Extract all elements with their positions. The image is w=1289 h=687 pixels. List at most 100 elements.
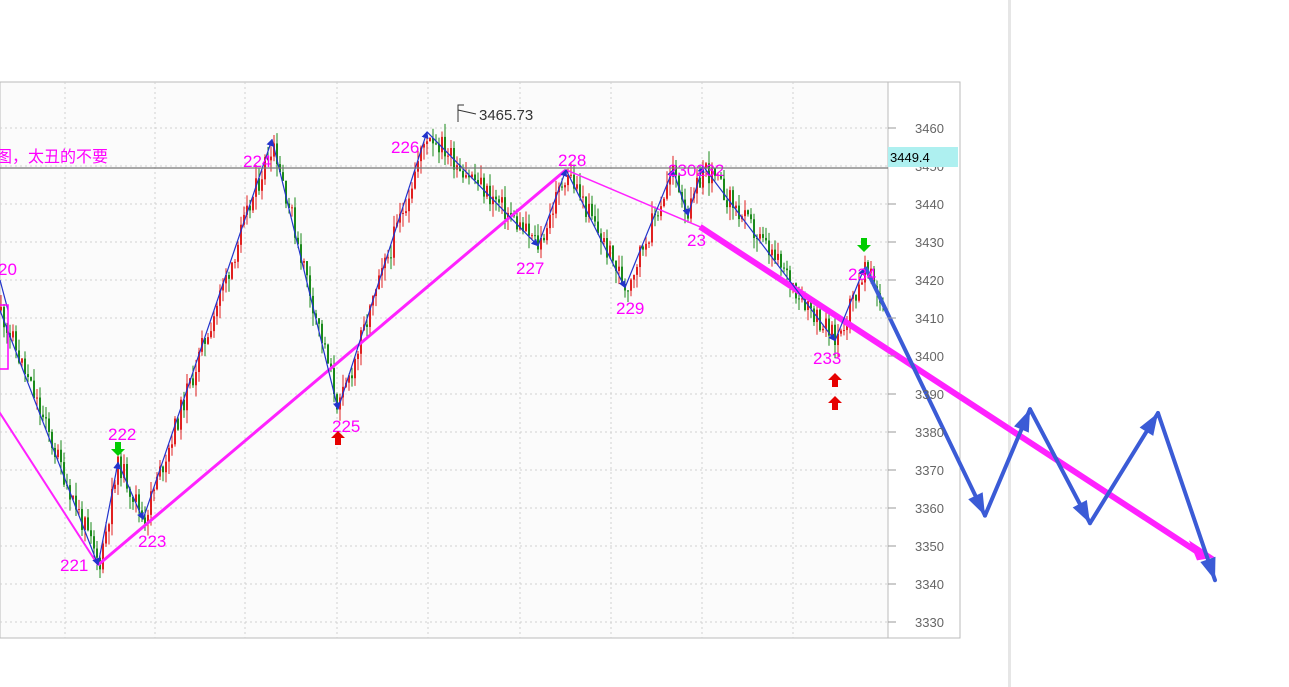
wave-label-234: 234 [848, 265, 876, 284]
axis-tick-label: 3410 [915, 311, 944, 326]
candle-body [96, 548, 98, 558]
candle-body [552, 213, 554, 215]
candle-body [756, 238, 758, 240]
candle-body [663, 198, 665, 207]
candle-body [258, 178, 260, 191]
candle-body [72, 495, 74, 500]
axis-tick-label: 3340 [915, 577, 944, 592]
candle-body [801, 298, 803, 300]
candle-body [276, 143, 278, 165]
candle-body [870, 268, 872, 273]
wave-label-231: 23 [687, 231, 706, 250]
candle-body [738, 205, 740, 220]
candle-body [540, 237, 542, 250]
candle-body [420, 147, 422, 162]
candle-body [630, 279, 632, 291]
candle-body [432, 138, 434, 144]
sell-signal-arrow-icon [111, 442, 125, 456]
candle-body [831, 324, 833, 336]
candle-body [135, 494, 137, 502]
candle-body [138, 494, 140, 511]
wave-label-229: 229 [616, 299, 644, 318]
candle-body [282, 172, 284, 181]
grid [0, 82, 888, 638]
candle-body [525, 223, 527, 232]
candle-body [777, 253, 779, 260]
candle-body [63, 462, 65, 485]
axis-tick-label: 3400 [915, 349, 944, 364]
current-price-tag-bg [888, 147, 958, 167]
candle-body [594, 216, 596, 222]
candle-body [51, 431, 53, 448]
candle-body [825, 318, 827, 329]
candle-body [300, 244, 302, 263]
candle-body [228, 275, 230, 279]
projection-wave [864, 266, 1217, 583]
candle-body [849, 298, 851, 323]
buy-signal-arrow-icon [828, 373, 842, 387]
zigzag-segment [702, 165, 836, 342]
candle-body [714, 167, 716, 176]
candle-body [486, 185, 488, 197]
candle-body [174, 418, 176, 445]
projection-arrow-head [1139, 413, 1158, 436]
candle-body [12, 331, 14, 338]
candle-body [633, 274, 635, 280]
buy-signal-arrow-icon [331, 431, 345, 445]
candle-body [516, 216, 518, 230]
candle-body [324, 343, 326, 345]
candle-body [351, 375, 353, 379]
candle-body [660, 206, 662, 217]
candle-body [3, 306, 5, 328]
chart-note: 图，太丑的不要 [0, 147, 108, 166]
candle-body [183, 399, 185, 411]
candle-body [804, 298, 806, 310]
candle-body [597, 221, 599, 234]
candle-body [579, 184, 581, 198]
candle-body [591, 203, 593, 217]
candle-body [402, 213, 404, 215]
candle-body [21, 358, 23, 363]
candle-body [165, 461, 167, 473]
candle-body [471, 174, 473, 178]
candle-body [747, 210, 749, 215]
candle-body [126, 464, 128, 489]
zigzag-segment [687, 165, 705, 216]
candle-body [561, 186, 563, 188]
candle-body [498, 199, 500, 203]
candle-body [411, 188, 413, 199]
wave-label-225: 225 [332, 417, 360, 436]
candle-body [318, 318, 320, 324]
candle-body [168, 447, 170, 462]
candle-body [267, 157, 269, 161]
candle-body [231, 262, 233, 279]
candle-body [522, 222, 524, 232]
axis-tick-label: 3380 [915, 425, 944, 440]
axis-tick-label: 3460 [915, 121, 944, 136]
zigzag-segment [834, 267, 865, 342]
candle-body [30, 377, 32, 381]
candle-body [435, 143, 437, 145]
candle-body [60, 449, 62, 463]
candle-body [246, 205, 248, 215]
candle-body [294, 207, 296, 238]
candle-body [390, 257, 392, 259]
highlight-box [0, 304, 9, 370]
wave-label-222: 222 [108, 425, 136, 444]
candle-body [543, 237, 545, 241]
candle-body [843, 330, 845, 332]
candle-body [768, 240, 770, 256]
zigzag-segment [537, 169, 568, 247]
candle-body [690, 198, 692, 219]
candle-body [204, 338, 206, 344]
wave-label-227: 227 [516, 259, 544, 278]
candle-body [726, 200, 728, 208]
current-price-tag: 3449.4 [890, 150, 930, 165]
candle-body [234, 261, 236, 263]
candle-body [786, 268, 788, 271]
candle-body [717, 174, 719, 176]
candle-body [57, 449, 59, 458]
candle-body [210, 331, 212, 338]
candle-body [108, 524, 110, 532]
